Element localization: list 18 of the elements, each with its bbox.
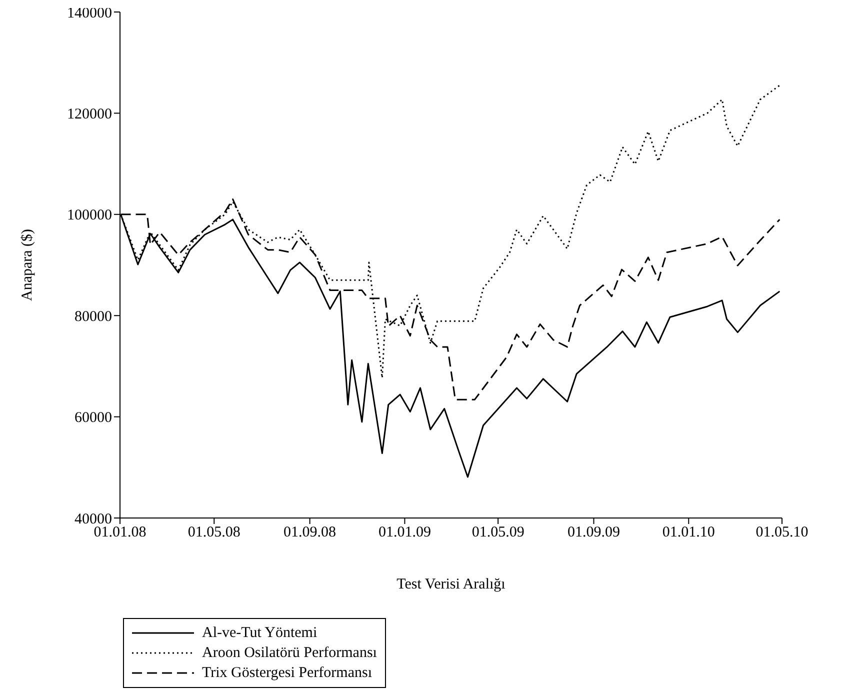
y-tick-label: 100000 bbox=[67, 208, 112, 224]
legend-label: Al-ve-Tut Yöntemi bbox=[202, 624, 318, 642]
y-tick-label: 60000 bbox=[74, 410, 112, 426]
y-tick-label: 40000 bbox=[74, 511, 112, 528]
x-tick-label: 01.01.09 bbox=[378, 524, 431, 541]
y-axis-title: Anapara ($) bbox=[19, 228, 36, 302]
legend-label: Aroon Osilatörü Performansı bbox=[202, 644, 377, 662]
y-tick-label: 80000 bbox=[74, 308, 112, 325]
x-tick-label: 01.09.08 bbox=[284, 524, 336, 541]
x-tick-label: 01.01.10 bbox=[662, 524, 715, 541]
x-tick-label: 01.05.08 bbox=[188, 524, 240, 541]
x-tick-label: 01.05.10 bbox=[756, 524, 808, 541]
legend-label: Trix Göstergesi Performansı bbox=[202, 664, 372, 682]
x-tick-label: 01.01.08 bbox=[94, 524, 146, 541]
x-tick-label: 01.09.09 bbox=[567, 524, 620, 541]
x-axis-title: Test Verisi Aralığı bbox=[396, 576, 506, 593]
x-tick-label: 01.05.09 bbox=[472, 524, 524, 541]
y-tick-label: 120000 bbox=[67, 106, 112, 123]
